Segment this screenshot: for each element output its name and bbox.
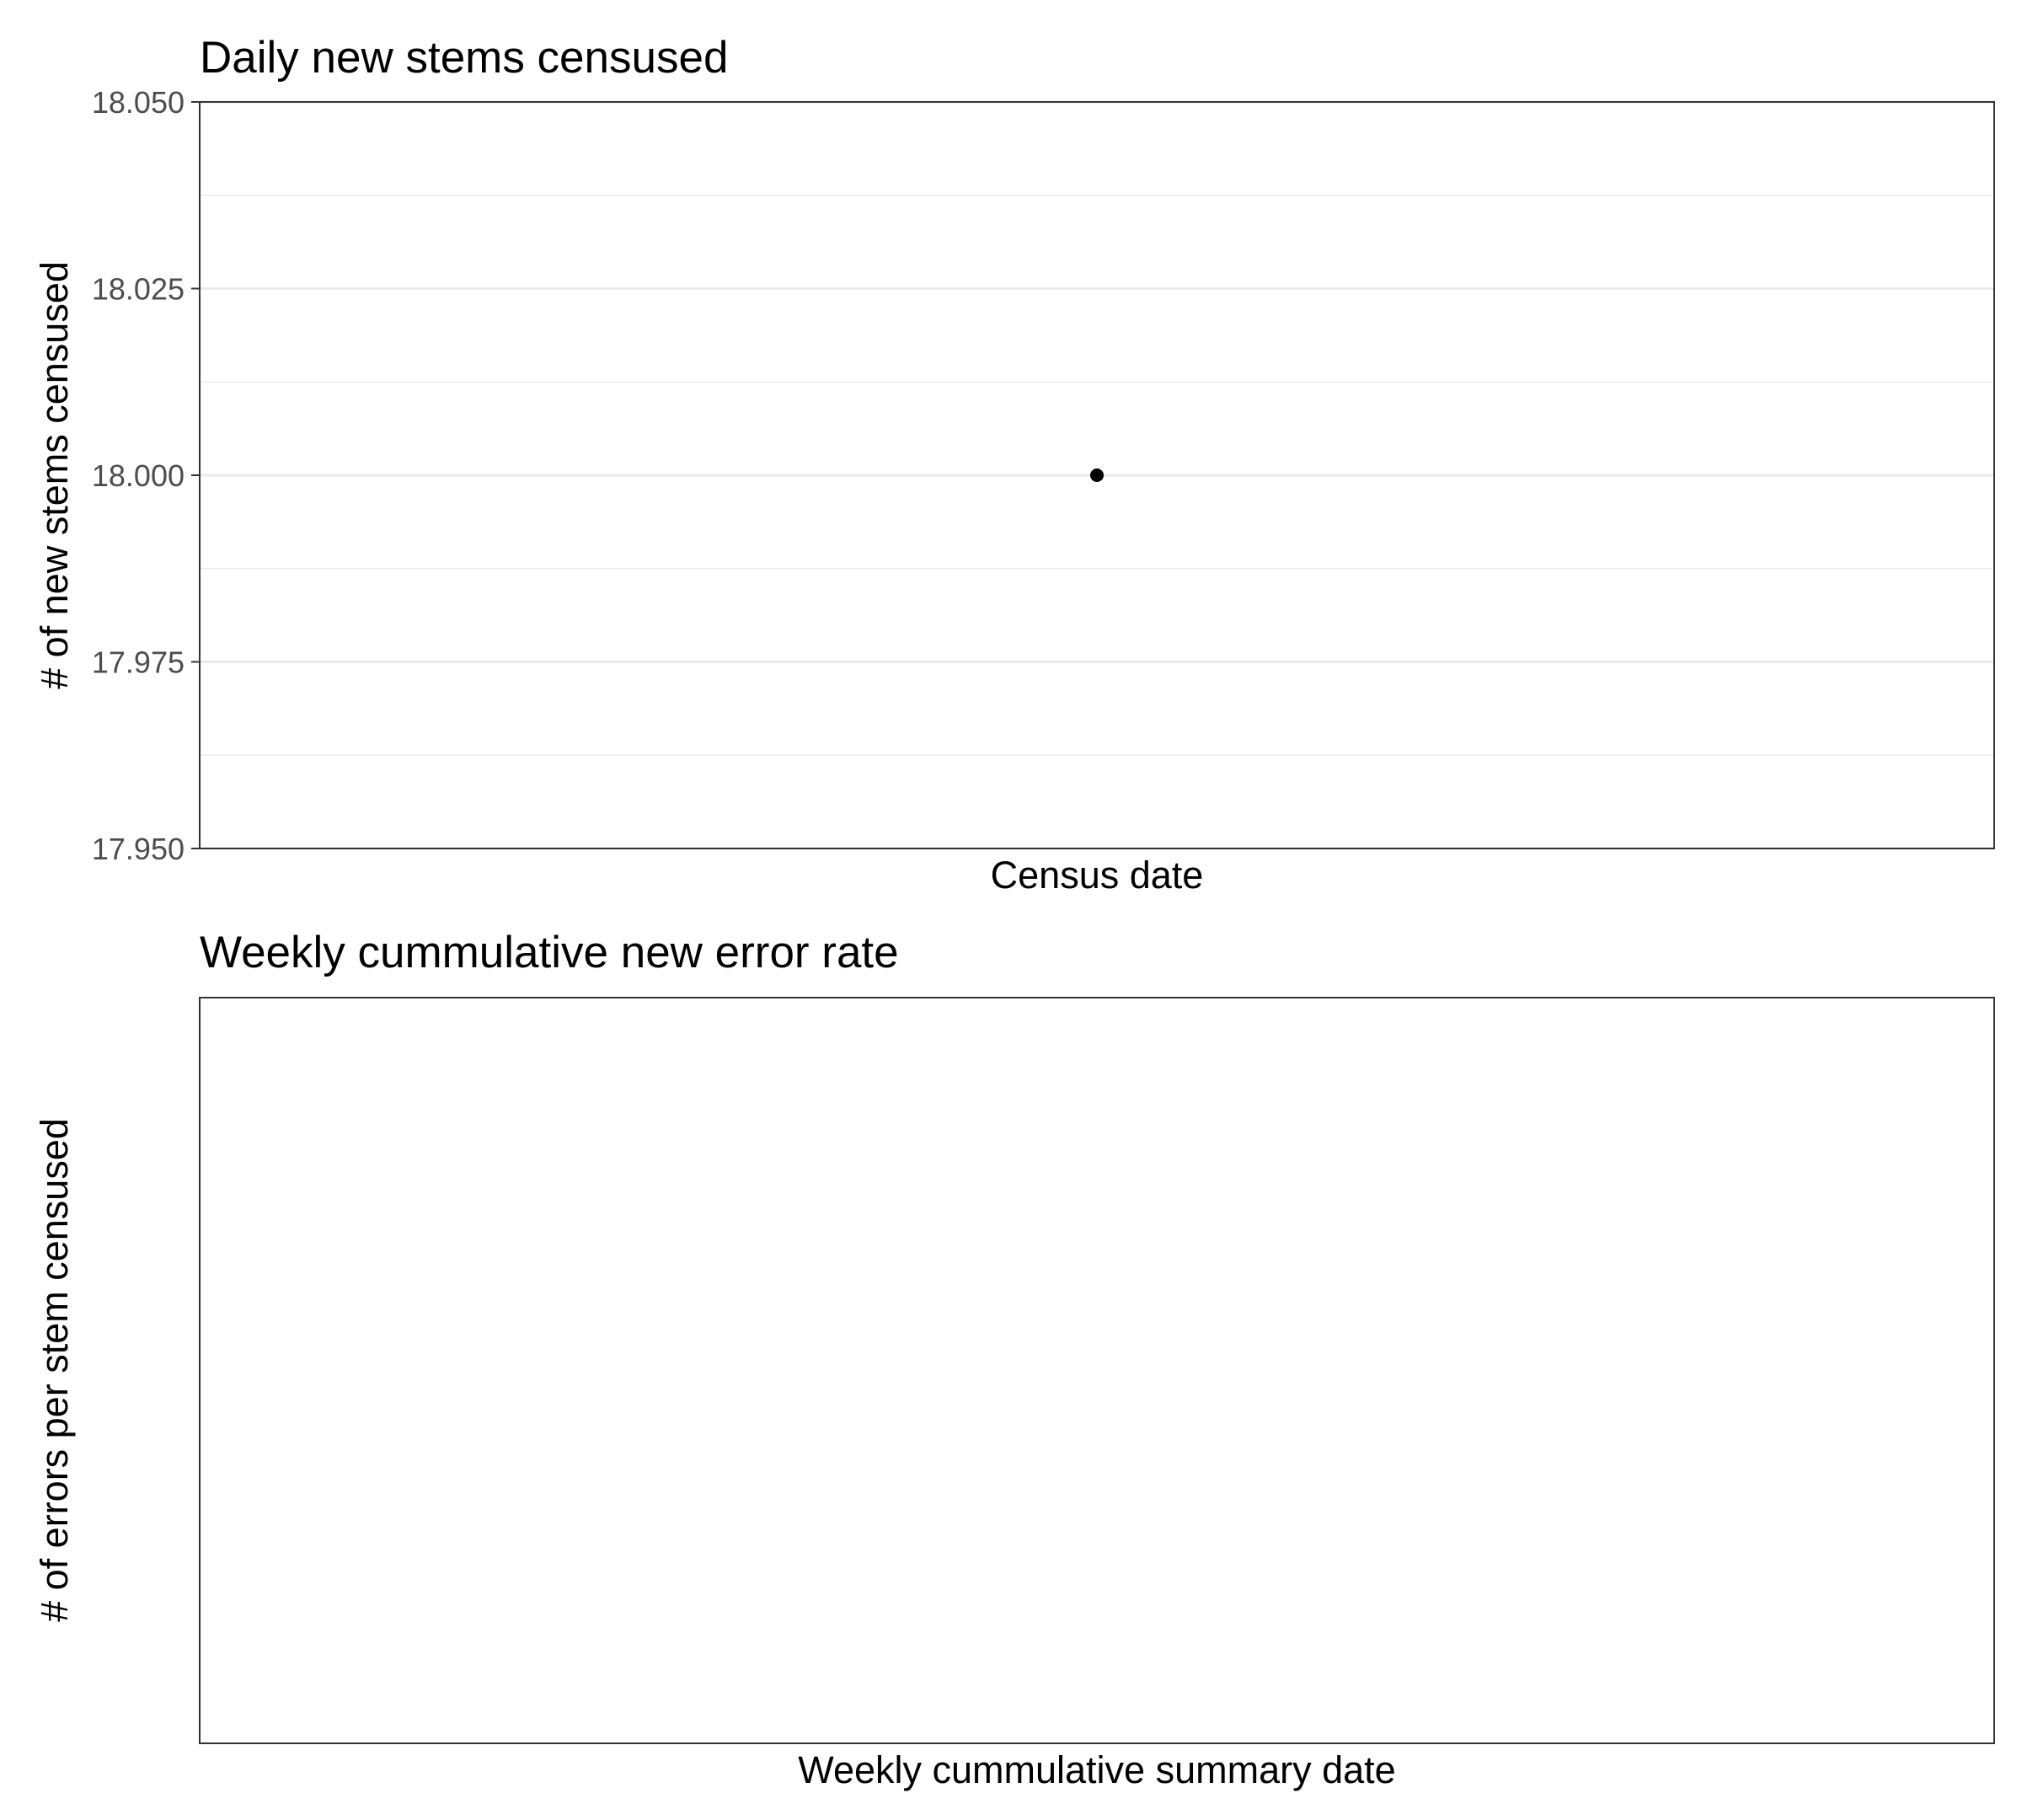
chart2-title: Weekly cummulative new error rate xyxy=(200,928,899,977)
y-tick-label: 18.000 xyxy=(92,458,185,493)
chart-daily-new-stems: Daily new stems censused 17.950 17.975 18.… xyxy=(33,33,1995,897)
chart2-x-axis-title: Weekly cummulative summary date xyxy=(798,1748,1395,1791)
y-tick-label: 18.025 xyxy=(92,272,185,307)
chart1-minor-gridlines xyxy=(200,195,1994,756)
data-point xyxy=(1090,468,1104,482)
y-tick-label: 17.950 xyxy=(92,832,185,866)
chart1-points xyxy=(1090,468,1104,482)
chart2-y-axis-title: # of errors per stem censused xyxy=(33,1118,76,1622)
chart1-title: Daily new stems censused xyxy=(200,33,728,83)
chart1-x-axis-title: Census date xyxy=(991,854,1204,897)
chart1-y-axis: 17.950 17.975 18.000 18.025 18.050 xyxy=(92,85,200,866)
chart-weekly-error-rate: Weekly cummulative new error rate Weekly… xyxy=(33,928,1995,1791)
y-tick-label: 18.050 xyxy=(92,85,185,120)
chart2-panel-border xyxy=(199,997,1995,1744)
chart1-y-axis-title: # of new stems censused xyxy=(33,261,76,689)
y-tick-label: 17.975 xyxy=(92,645,185,680)
